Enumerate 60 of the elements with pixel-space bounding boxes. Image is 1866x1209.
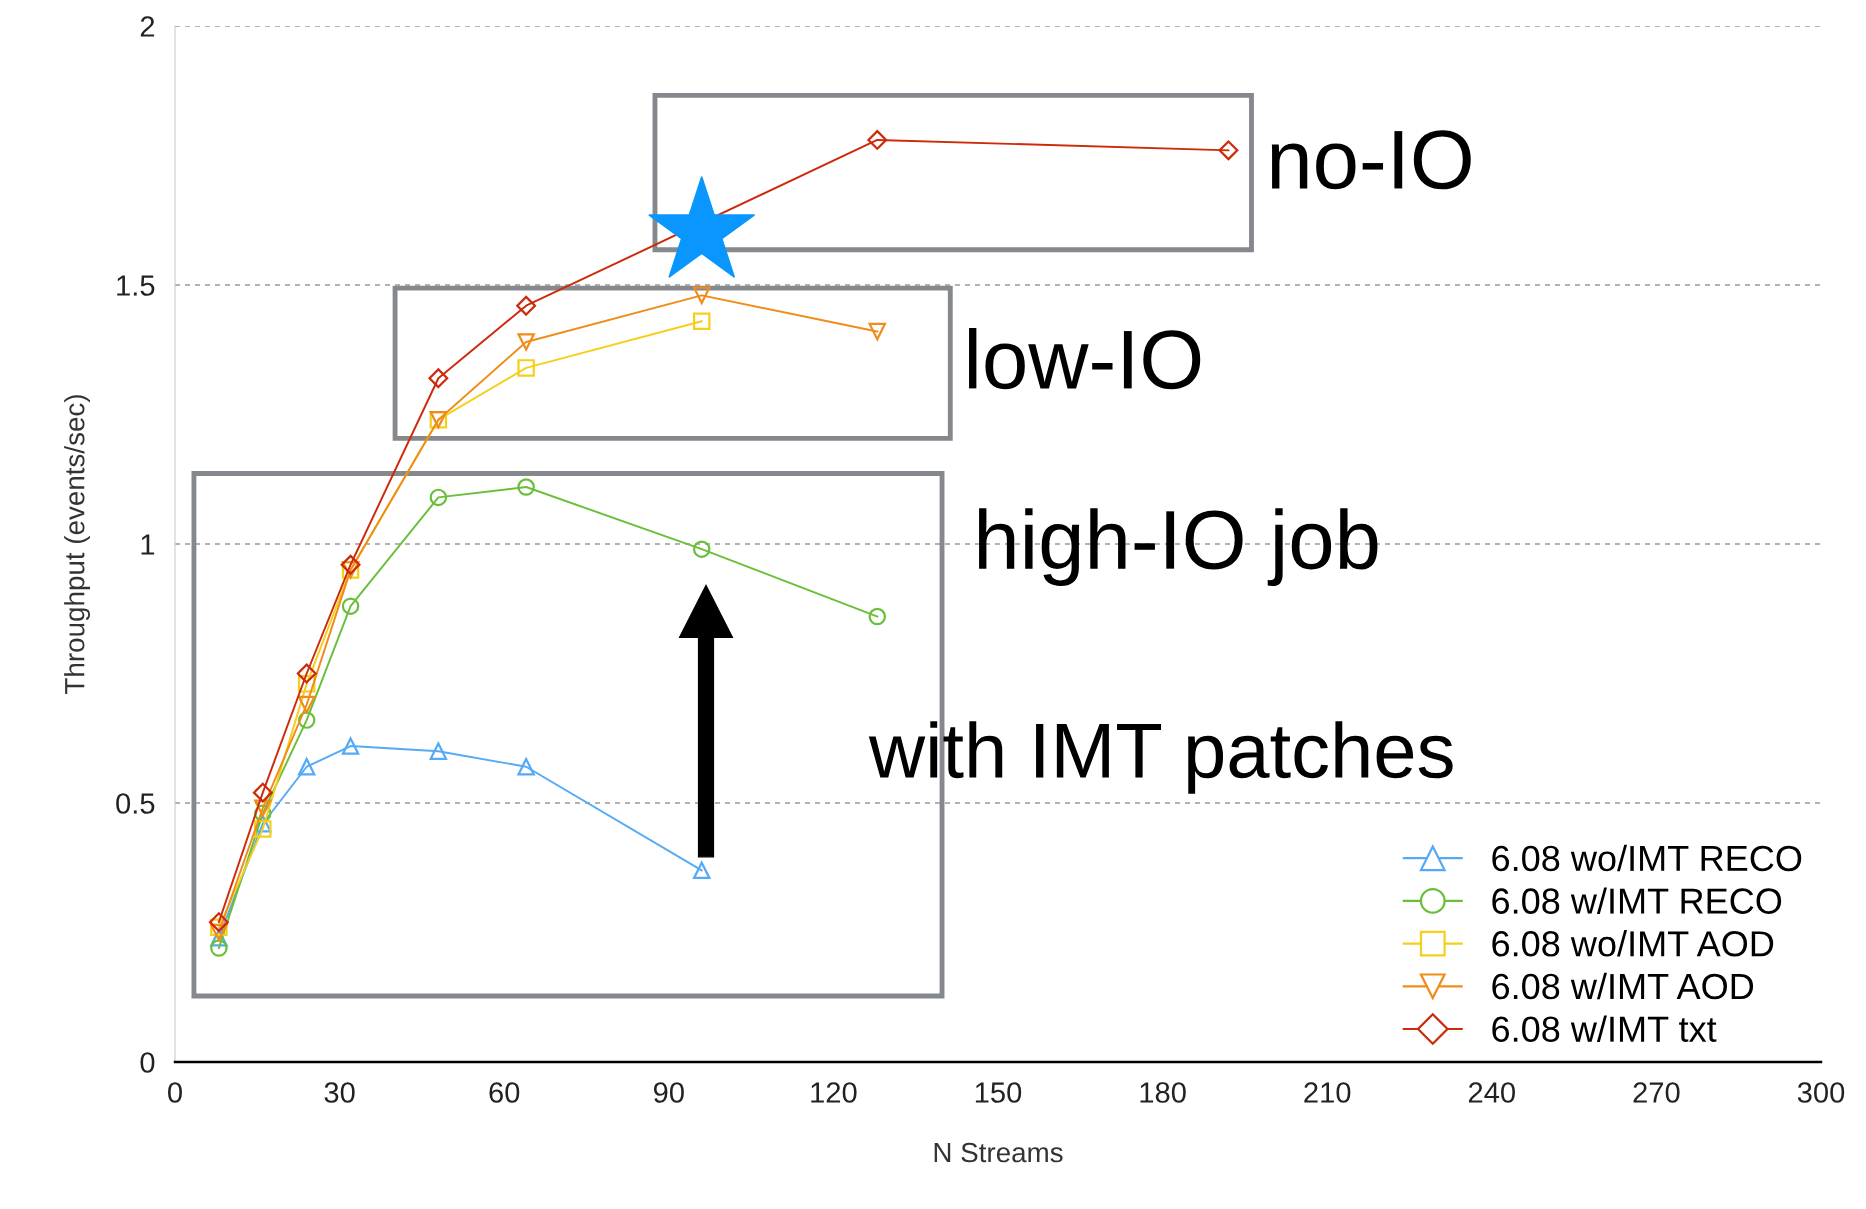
point [517, 478, 535, 496]
x-tick-label: 0 [168, 1082, 182, 1103]
point [210, 939, 228, 957]
point [429, 488, 448, 507]
y-axis-title: Throughput (events/sec) [64, 395, 91, 694]
x-tick-label: 60 [489, 1082, 520, 1103]
y-tick-label: 2 [140, 16, 155, 37]
x-tick-label: 90 [653, 1082, 684, 1103]
point [340, 554, 361, 575]
legend-label: 6.08 w/IMT txt [1492, 1015, 1717, 1042]
legend-label: 6.08 wo/IMT AOD [1492, 930, 1774, 957]
x-tick-label: 120 [811, 1082, 857, 1103]
y-tick-label: 0 [140, 1052, 155, 1073]
point [297, 757, 316, 776]
point [254, 820, 272, 838]
point [517, 333, 535, 351]
point [297, 675, 316, 693]
point [252, 782, 273, 803]
legend-label: 6.08 w/IMT RECO [1492, 887, 1782, 914]
point [867, 130, 888, 150]
point [254, 799, 272, 817]
y-tick-label: 1 [141, 534, 155, 555]
annotation: with IMT patches [868, 721, 1453, 794]
point [341, 597, 360, 615]
x-tick-label: 210 [1304, 1082, 1351, 1103]
point [210, 928, 228, 947]
point [517, 757, 535, 776]
point [341, 737, 360, 755]
annotation: no-IO [1271, 130, 1471, 190]
point [692, 312, 711, 331]
x-tick-label: 150 [975, 1082, 1022, 1103]
point [296, 663, 317, 684]
x-tick-label: 240 [1468, 1082, 1515, 1103]
point [297, 695, 316, 714]
point [208, 912, 229, 933]
legend-label: 6.08 wo/IMT RECO [1492, 844, 1802, 872]
point [868, 322, 887, 341]
point [692, 861, 711, 880]
x-tick-label: 300 [1797, 1082, 1845, 1103]
point [692, 540, 711, 558]
y-tick-label: 1.5 [117, 275, 155, 296]
annotation: high-IO job [979, 508, 1378, 586]
x-tick-label: 30 [324, 1082, 355, 1103]
x-axis-title: N Streams [934, 1142, 1063, 1163]
point [428, 368, 449, 389]
point [692, 286, 711, 305]
point [429, 742, 448, 760]
point [210, 923, 228, 942]
point [517, 359, 535, 377]
legend-label: 6.08 w/IMT AOD [1492, 972, 1754, 1000]
y-tick-label: 0.5 [116, 793, 155, 814]
point [868, 607, 887, 626]
point [516, 295, 537, 316]
x-tick-label: 180 [1140, 1082, 1186, 1103]
point [254, 804, 272, 823]
annotation: low-IO [969, 328, 1201, 390]
x-tick-label: 270 [1633, 1082, 1680, 1103]
point [210, 918, 228, 937]
point [297, 711, 316, 729]
point [1218, 140, 1239, 161]
